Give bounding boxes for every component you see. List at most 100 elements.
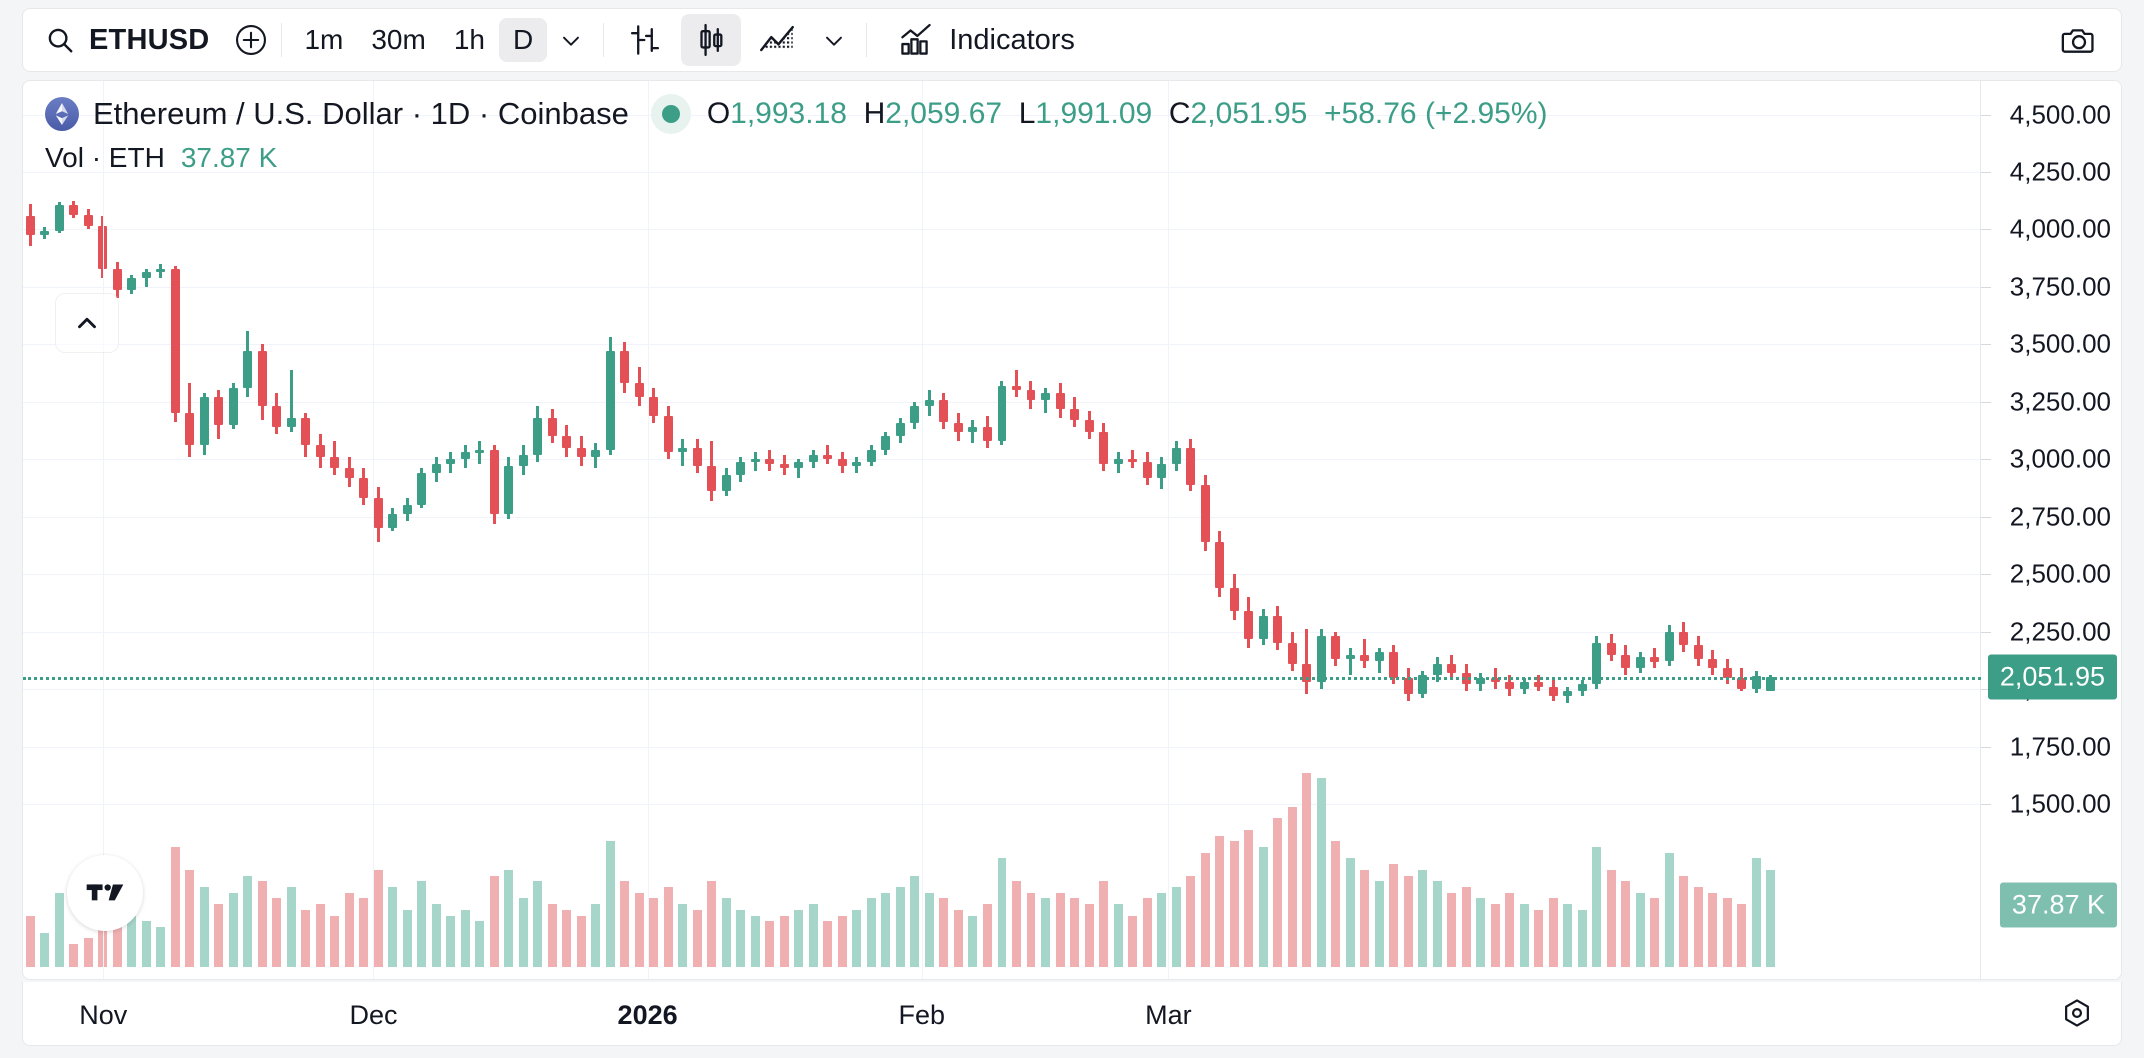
candlestick	[141, 81, 151, 979]
area-chart-button[interactable]	[747, 14, 807, 66]
volume-bar	[1519, 904, 1529, 967]
current-price-badge[interactable]: 2,051.95	[1987, 654, 2117, 700]
volume-bar	[1476, 898, 1486, 967]
candle-body	[1012, 385, 1021, 391]
symbol-search-button[interactable]: ETHUSD	[23, 18, 225, 62]
volume-bar	[837, 915, 847, 967]
time-gridline	[1168, 81, 1170, 979]
volume-bar	[881, 892, 891, 967]
time-scale[interactable]: Nov Dec 2026 Feb Mar	[22, 982, 2122, 1046]
chart-type-menu-button[interactable]	[810, 18, 858, 62]
candle-body	[1055, 392, 1065, 409]
volume-bar	[228, 892, 238, 967]
volume-bar	[1099, 881, 1108, 967]
volume-bar	[997, 858, 1007, 967]
volume-bar	[315, 904, 325, 967]
candlestick	[808, 81, 818, 979]
market-status-dot[interactable]	[650, 94, 691, 134]
candle-body	[475, 450, 485, 454]
bar-chart-button[interactable]	[615, 14, 675, 66]
candle-body	[127, 277, 137, 291]
candle-body	[866, 450, 876, 462]
candlestick	[1722, 81, 1732, 979]
candle-body	[1360, 654, 1370, 662]
candle-body	[678, 447, 688, 453]
candle-wick	[971, 420, 975, 444]
volume-bar	[214, 904, 224, 967]
volume-bar	[547, 904, 557, 967]
candle-body	[1679, 631, 1689, 646]
snapshot-button[interactable]	[2051, 14, 2107, 66]
volume-bar	[185, 869, 195, 967]
price-gridline	[23, 459, 1981, 461]
price-tick	[1981, 689, 1991, 691]
candlestick	[620, 81, 630, 979]
tradingview-logo[interactable]	[67, 855, 143, 931]
time-gridline	[103, 81, 105, 979]
current-volume-badge[interactable]: 37.87 K	[1999, 882, 2117, 928]
chart-settings-button[interactable]	[2051, 988, 2103, 1038]
current-price-line	[23, 677, 1981, 681]
volume-bar	[1215, 835, 1225, 967]
volume-bar	[779, 915, 789, 967]
candlestick	[895, 81, 905, 979]
candle-body	[1693, 645, 1703, 660]
chart-title[interactable]: Ethereum / U.S. Dollar · 1D · Coinbase	[93, 96, 629, 131]
price-gridline	[23, 229, 1981, 231]
volume-bar	[1389, 864, 1399, 967]
candlestick	[1287, 81, 1297, 979]
candlestick	[547, 81, 557, 979]
volume-value: 37.87 K	[180, 142, 278, 173]
timeframe-30m[interactable]: 30m	[371, 24, 426, 55]
close-value: 2,051.95	[1190, 97, 1308, 130]
price-gridline	[23, 344, 1981, 346]
time-gridline	[373, 81, 375, 979]
candle-body	[1418, 675, 1428, 694]
indicators-button[interactable]: Indicators	[881, 16, 1091, 64]
volume-bar	[1128, 915, 1138, 967]
time-axis-label: 2026	[617, 1000, 678, 1030]
volume-bar	[1461, 887, 1471, 967]
chart-plot-area[interactable]	[23, 81, 1981, 979]
candlestick	[1490, 81, 1500, 979]
timeframe-1h[interactable]: 1h	[453, 24, 485, 55]
candlestick	[1345, 81, 1355, 979]
volume-bar	[953, 909, 963, 967]
candlestick	[1563, 81, 1573, 979]
volume-bar	[1142, 898, 1152, 967]
candle-body	[402, 505, 412, 515]
candle-body	[1592, 643, 1602, 685]
candlestick	[156, 81, 166, 979]
candlestick	[591, 81, 601, 979]
price-scale[interactable]: 4,500.00 4,250.00 4,000.00 3,750.00 3,500.00…	[1980, 81, 2121, 979]
candle-body	[1389, 652, 1399, 678]
candlestick	[170, 81, 180, 979]
volume-bar	[1490, 904, 1500, 967]
candle-body	[634, 383, 644, 398]
candlestick	[707, 81, 717, 979]
volume-label[interactable]: Vol · ETH	[45, 142, 165, 173]
area-chart-icon	[757, 20, 797, 60]
volume-bar	[634, 892, 644, 967]
volume-bar	[794, 909, 804, 967]
candle-body	[1142, 461, 1152, 478]
timeframe-1m[interactable]: 1m	[304, 24, 344, 55]
candle-body	[1244, 610, 1254, 639]
candlestick	[1070, 81, 1079, 979]
candlestick	[1432, 81, 1442, 979]
candlestick-chart-button[interactable]	[681, 14, 742, 66]
candlestick	[112, 81, 122, 979]
volume-bar	[895, 887, 905, 967]
candle-body	[1084, 420, 1094, 432]
scroll-up-button[interactable]	[55, 293, 119, 353]
timeframe-d[interactable]: D	[498, 18, 548, 62]
candle-body	[286, 417, 296, 428]
timeframe-menu-button[interactable]	[547, 18, 595, 62]
volume-bar	[1403, 875, 1413, 967]
open-value: 1,993.18	[730, 97, 847, 130]
add-symbol-button[interactable]	[229, 18, 273, 62]
candle-body	[707, 466, 717, 492]
candle-body	[301, 417, 311, 446]
candlestick	[257, 81, 267, 979]
volume-bar	[1679, 875, 1689, 967]
